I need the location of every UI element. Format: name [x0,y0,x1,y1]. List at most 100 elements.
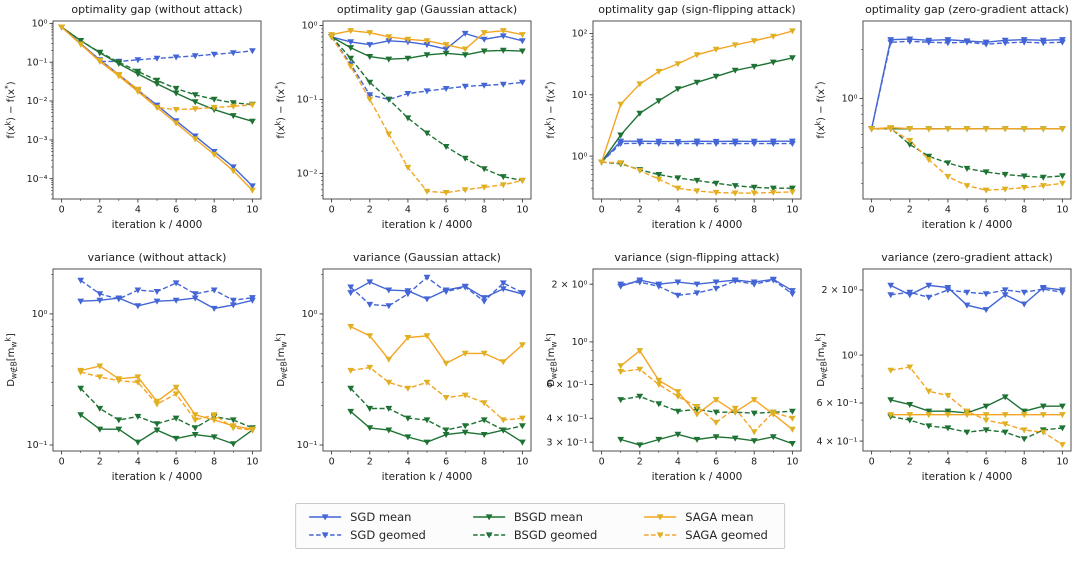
chart-title: optimality gap (sign-flipping attack) [598,3,796,16]
subplot-variance-sign-flipping-attack: variance (sign-flipping attack) 2 × 10⁰ 1… [540,250,810,483]
saga-mean-line-icon [643,511,677,523]
svg-text:4 × 10⁻¹: 4 × 10⁻¹ [817,436,858,447]
svg-text:8: 8 [751,457,757,468]
svg-text:Dw∉B[mwk]: Dw∉B[mwk] [274,333,289,387]
svg-text:f(xk) − f(x*): f(xk) − f(x*) [814,81,828,138]
svg-text:2: 2 [97,205,103,216]
chart-title: optimality gap (without attack) [71,3,243,16]
svg-text:2: 2 [907,457,913,468]
svg-text:10: 10 [1056,457,1068,468]
svg-text:10⁰: 10⁰ [32,309,48,320]
svg-text:f(xk) − f(x*): f(xk) − f(x*) [544,81,558,138]
svg-text:8: 8 [211,457,217,468]
svg-text:2: 2 [637,205,643,216]
svg-text:Dw∉B[mwk]: Dw∉B[mwk] [814,333,829,387]
svg-text:10⁻³: 10⁻³ [27,135,48,146]
bsgd-geomed-line-icon [472,529,506,541]
legend-label: BSGD mean [513,510,583,524]
svg-text:10⁻¹: 10⁻¹ [297,440,318,451]
legend-label: SAGA mean [685,510,754,524]
legend-item-saga-mean: SAGA mean [643,510,768,524]
legend-item-saga-geomed: SAGA geomed [643,528,768,542]
subplot-variance-gaussian-attack: variance (Gaussian attack) 10⁰ 10⁻¹ 0 2 4 6 8 1… [270,250,540,483]
svg-text:10: 10 [786,457,798,468]
x-axis-label: iteration k / 4000 [381,471,473,483]
svg-text:8: 8 [751,205,757,216]
variance-sign-flipping-attack-chart: 2 × 10⁰ 10⁰ 6 × 10⁻¹ 4 × 10⁻¹ 3 × 10⁻¹ 0 2 4 6 8 1… [544,268,802,468]
svg-text:10¹: 10¹ [572,90,588,101]
svg-text:8: 8 [1021,457,1027,468]
subplot-variance-without-attack: variance (without attack) 10⁰ 10⁻¹ 0 2 4 6 8 10… [0,250,270,483]
svg-text:6 × 10⁻¹: 6 × 10⁻¹ [547,380,588,391]
svg-text:2: 2 [637,457,643,468]
legend-item-bsgd-mean: BSGD mean [472,510,597,524]
chart-title: variance (zero-gradient attack) [881,251,1053,264]
svg-text:4 × 10⁻¹: 4 × 10⁻¹ [547,414,588,425]
chart-title: variance (without attack) [87,251,227,264]
svg-text:10: 10 [516,205,528,216]
svg-text:2: 2 [367,457,373,468]
svg-text:10: 10 [246,205,258,216]
legend-label: BSGD geomed [513,528,598,542]
subplot-optimality-gap-sign-flipping-attack: optimality gap (sign-flipping attack) 10… [540,2,810,231]
optimality-gap-zero-gradient-attack-chart: 10⁰ 0 2 4 6 8 10 f(xk) − f(x*) [814,20,1072,216]
svg-text:10⁰: 10⁰ [302,21,318,32]
svg-text:2: 2 [97,457,103,468]
subplot-optimality-gap-without-attack: optimality gap (without attack) 10⁰ 10⁻¹ 1… [0,2,270,231]
variance-row: variance (without attack) 10⁰ 10⁻¹ 0 2 4 6 8 10… [0,250,1080,483]
svg-text:8: 8 [481,457,487,468]
svg-text:4: 4 [135,205,141,216]
svg-text:2: 2 [367,205,373,216]
svg-text:10⁻²: 10⁻² [297,169,318,180]
svg-text:0: 0 [869,205,875,216]
svg-text:8: 8 [211,205,217,216]
bsgd-mean-line-icon [472,511,506,523]
svg-text:10⁻¹: 10⁻¹ [27,440,48,451]
sgd-mean-line-icon [308,511,342,523]
svg-text:0: 0 [59,205,65,216]
svg-text:6: 6 [173,205,179,216]
svg-text:3 × 10⁻¹: 3 × 10⁻¹ [547,437,588,448]
legend-label: SGD mean [350,510,412,524]
svg-text:0: 0 [329,205,335,216]
optimality-gap-sign-flipping-attack-chart: 10² 10¹ 10⁰ 0 2 4 6 8 10 f(xk) − f(x*) [544,20,802,216]
optimality-gap-row: optimality gap (without attack) 10⁰ 10⁻¹ 1… [0,2,1080,231]
svg-text:10⁰: 10⁰ [32,19,48,30]
optimality-gap-gaussian-attack-chart: 10⁰ 10⁻¹ 10⁻² 0 2 4 6 8 10 f(xk) − f(x*) [274,20,532,216]
svg-text:Dw∉B[mwk]: Dw∉B[mwk] [544,333,559,387]
legend-item-sgd-geomed: SGD geomed [308,528,426,542]
svg-text:10⁰: 10⁰ [572,337,588,348]
svg-text:10⁰: 10⁰ [842,350,858,361]
sgd-geomed-line-icon [308,529,342,541]
svg-text:4: 4 [405,457,411,468]
subplot-optimality-gap-gaussian-attack: optimality gap (Gaussian attack) 10⁰ 10⁻¹… [270,2,540,231]
svg-text:4: 4 [675,205,681,216]
svg-text:2 × 10⁰: 2 × 10⁰ [822,285,858,296]
svg-text:6: 6 [443,457,449,468]
svg-text:6: 6 [443,205,449,216]
subplot-optimality-gap-zero-gradient-attack: optimality gap (zero-gradient attack) 10… [810,2,1080,231]
svg-text:4: 4 [675,457,681,468]
svg-text:4: 4 [945,457,951,468]
chart-title: optimality gap (zero-gradient attack) [865,3,1069,16]
svg-text:10⁻²: 10⁻² [27,96,48,107]
optimality-gap-without-attack-chart: 10⁰ 10⁻¹ 10⁻² 10⁻³ 10⁻⁴ 0 2 4 6 8 10 f(xk) − f(x*) [4,19,262,216]
x-axis-label: iteration k / 4000 [921,219,1013,231]
saga-geomed-line-icon [643,529,677,541]
x-axis-label: iteration k / 4000 [381,219,473,231]
svg-text:2: 2 [907,205,913,216]
svg-text:10²: 10² [572,29,588,40]
svg-text:f(xk) − f(x*): f(xk) − f(x*) [4,81,18,138]
x-axis-label: iteration k / 4000 [111,219,203,231]
svg-text:0: 0 [329,457,335,468]
svg-text:6: 6 [983,205,989,216]
svg-text:f(xk) − f(x*): f(xk) − f(x*) [274,81,288,138]
legend-item-bsgd-geomed: BSGD geomed [472,528,597,542]
svg-text:0: 0 [869,457,875,468]
svg-text:10⁻¹: 10⁻¹ [27,57,48,68]
svg-text:10: 10 [516,457,528,468]
chart-title: optimality gap (Gaussian attack) [336,3,518,16]
svg-text:8: 8 [1021,205,1027,216]
legend-label: SGD geomed [350,528,426,542]
svg-text:0: 0 [599,205,605,216]
